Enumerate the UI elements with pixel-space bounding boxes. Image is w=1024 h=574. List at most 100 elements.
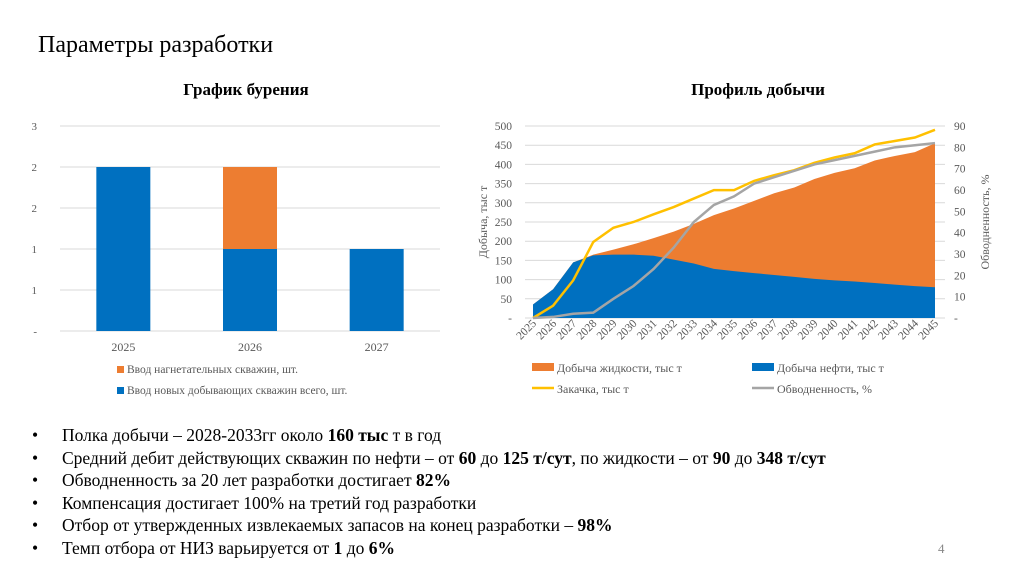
drilling-chart: - 1 1 2 2 3 2025 2026 2027 Ввод нагнетательных ск…: [32, 121, 440, 397]
y2-tick-label: 40: [954, 228, 966, 240]
y2-tick-label: 30: [954, 249, 966, 261]
bullet-item: Компенсация достигает 100% на третий год…: [30, 492, 826, 515]
line-watercut: [532, 141, 936, 320]
y-tick-label: 2: [32, 203, 38, 215]
y2-tick-label: -: [954, 313, 958, 325]
y-tick-label: 50: [501, 294, 513, 306]
legend-label: Ввод нагнетательных скважин, шт.: [127, 364, 298, 376]
y2-tick-label: 70: [954, 164, 966, 176]
x-tick-label: 2036: [735, 317, 760, 342]
y-tick-label: 500: [495, 121, 513, 133]
x-tick-label: 2038: [776, 317, 801, 342]
y-tick-label: 250: [495, 217, 513, 229]
y-tick-label: 300: [495, 198, 513, 210]
drilling-chart-title: График бурения: [183, 80, 309, 99]
bullet-highlight: 348 т/сут: [756, 447, 826, 468]
x-tick-label: 2025: [111, 340, 135, 354]
bar-production: [349, 249, 404, 331]
y2-tick-label: 90: [954, 121, 966, 133]
legend-label: Добыча жидкости, тыс т: [557, 361, 683, 375]
x-tick-label: 2033: [675, 317, 700, 342]
x-tick-label: 2044: [896, 317, 921, 342]
x-tick-label: 2026: [238, 340, 262, 354]
y2-tick-label: 80: [954, 142, 966, 154]
bullet-item: Отбор от утвержденных извлекаемых запасо…: [30, 514, 826, 537]
y-tick-label: 200: [495, 236, 513, 248]
x-tick-label: 2027: [555, 317, 580, 342]
y-tick-label: -: [508, 313, 512, 325]
bullet-text: Обводненность за 20 лет разработки дости…: [62, 470, 416, 490]
y-tick-label: 450: [495, 140, 513, 152]
bullet-highlight: 160 тыс: [327, 425, 389, 445]
y2-tick-label: 10: [954, 292, 966, 304]
legend-label: Обводненность, %: [777, 382, 872, 396]
x-tick-label: 2045: [916, 317, 941, 342]
bullet-text: до: [730, 447, 757, 468]
legend-swatch: [752, 363, 774, 371]
y2-tick-label: 50: [954, 206, 966, 218]
legend-label: Ввод новых добывающих скважин всего, шт.: [127, 385, 348, 397]
x-tick-label: 2034: [695, 317, 720, 342]
line-injection: [532, 128, 936, 320]
production-chart: -50100150200250300350400450500-102030405…: [476, 121, 992, 396]
bar-production: [223, 249, 277, 331]
bullet-text: Темп отбора от НИЗ варьируется от: [62, 537, 334, 558]
bar-production: [96, 167, 151, 331]
y-axis-title: Добыча, тыс т: [476, 185, 490, 258]
legend-swatch: [117, 387, 124, 394]
legend-label: Закачка, тыс т: [557, 382, 629, 396]
x-tick-label: 2037: [756, 317, 781, 342]
bullet-text: т в год: [388, 425, 442, 445]
x-tick-label: 2025: [514, 317, 539, 342]
bullet-text: до: [342, 537, 369, 558]
bullet-text: до: [476, 447, 503, 468]
legend-swatch: [117, 366, 124, 373]
x-tick-label: 2027: [365, 340, 389, 354]
x-tick-label: 2035: [715, 317, 740, 342]
x-tick-label: 2041: [836, 317, 861, 342]
bullet-item: Обводненность за 20 лет разработки дости…: [30, 469, 826, 492]
y-tick-label: 2: [32, 162, 38, 174]
x-tick-label: 2026: [534, 317, 559, 342]
bullet-highlight: 125 т/сут: [502, 447, 572, 468]
x-tick-label: 2030: [615, 317, 640, 342]
y2-tick-label: 60: [954, 185, 966, 197]
x-tick-label: 2042: [856, 317, 881, 342]
bullet-highlight: 98%: [577, 515, 613, 535]
page-title: Параметры разработки: [38, 32, 274, 58]
bullet-text: , по жидкости – от: [571, 447, 713, 468]
bullet-item: Полка добычи – 2028-2033гг около 160 тыс…: [30, 424, 826, 447]
x-tick-label: 2039: [796, 317, 821, 342]
legend-label: Добыча нефти, тыс т: [777, 361, 885, 375]
x-tick-label: 2031: [635, 317, 660, 342]
x-tick-label: 2029: [595, 317, 620, 342]
y2-axis-title: Обводненность, %: [978, 174, 992, 269]
production-chart-title: Профиль добычи: [691, 80, 825, 99]
y2-tick-label: 20: [954, 270, 966, 282]
bullet-text: Полка добычи – 2028-2033гг около: [62, 425, 328, 445]
bar-injection: [223, 167, 277, 249]
y-tick-label: 400: [495, 159, 513, 171]
y-tick-label: 1: [32, 244, 38, 256]
bullet-item: Средний дебит действующих скважин по неф…: [30, 447, 826, 470]
summary-bullets: Полка добычи – 2028-2033гг около 160 тыс…: [30, 424, 826, 559]
page-number: 4: [938, 541, 945, 556]
bullet-item: Темп отбора от НИЗ варьируется от 1 до 6…: [30, 537, 826, 560]
bullet-highlight: 60: [458, 447, 477, 468]
y-tick-label: -: [33, 326, 37, 338]
y-tick-label: 350: [495, 179, 513, 191]
y-tick-label: 100: [495, 275, 513, 287]
area-oil: [533, 254, 935, 318]
y-tick-label: 150: [495, 255, 513, 267]
bullet-text: Компенсация достигает 100% на третий год…: [62, 492, 477, 513]
legend-swatch: [532, 363, 554, 371]
bullet-highlight: 82%: [415, 470, 451, 490]
x-tick-label: 2040: [816, 317, 841, 342]
bullet-highlight: 6%: [368, 537, 395, 558]
y-tick-label: 3: [32, 121, 38, 133]
bullet-text: Отбор от утвержденных извлекаемых запасо…: [62, 515, 578, 535]
bullet-text: Средний дебит действующих скважин по неф…: [62, 447, 459, 468]
x-tick-label: 2032: [655, 317, 680, 342]
x-tick-label: 2043: [876, 317, 901, 342]
bullet-highlight: 90: [712, 447, 731, 468]
